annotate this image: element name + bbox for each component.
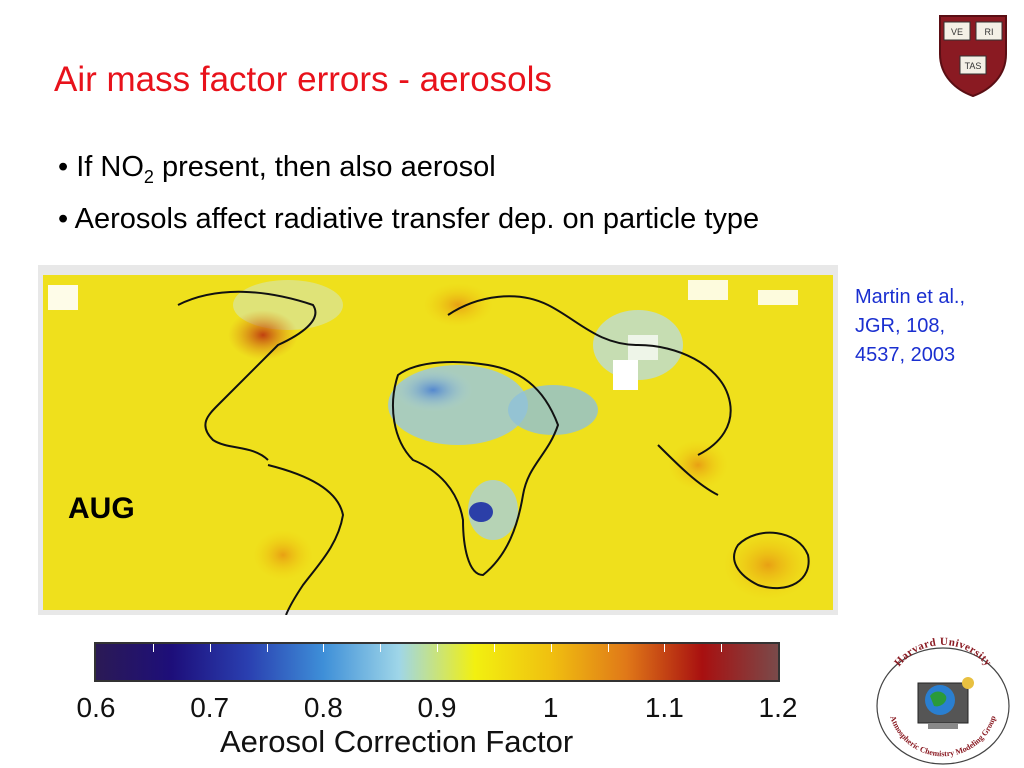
colorbar-tick-label: 0.9	[417, 692, 457, 723]
colorbar-tick-label: 1	[542, 692, 559, 723]
colorbar-tick-mark	[550, 644, 552, 652]
bullet-text: Aerosols affect radiative transfer dep. …	[74, 202, 760, 235]
bullet-item-no2: • If NO2 present, then also aerosol	[58, 146, 759, 198]
colorbar-title: Aerosol Correction Factor	[220, 724, 574, 759]
colorbar-tick-mark	[152, 644, 154, 652]
colorbar-tick-labels: 0.6 0.7 0.8 0.9 1 1.1 1.2	[0, 692, 1024, 732]
colorbar-tick-mark	[380, 644, 382, 652]
harvard-crest-icon: VE RI TAS	[939, 15, 1007, 98]
colorbar-tick-label: 1.2	[758, 692, 798, 723]
central-africa-low-region	[469, 502, 493, 522]
bullet-text-suffix: present, then also aerosol	[161, 151, 496, 183]
colorbar-tick-mark	[266, 644, 268, 652]
colorbar-tick-mark	[493, 644, 495, 652]
colorbar-tick-mark	[437, 644, 438, 652]
citation-line: JGR, 108,	[855, 315, 946, 337]
colorbar-tick-label: 0.8	[303, 692, 343, 723]
citation-line: 4537, 2003	[855, 344, 956, 366]
bullet-list: • If NO2 present, then also aerosol • Ae…	[58, 146, 759, 240]
bullet-text: If NO	[76, 151, 144, 183]
colorbar-tick-label: 1.1	[644, 692, 684, 723]
north-america-high-region	[228, 310, 298, 360]
bullet-item-aerosols: • Aerosols affect radiative transfer dep…	[58, 198, 759, 240]
colorbar-tick-mark	[607, 644, 609, 652]
citation-line: Martin et al.,	[855, 286, 966, 308]
slide-title: Air mass factor errors - aerosols	[54, 60, 552, 99]
subscript-2: 2	[143, 166, 154, 187]
aerosol-correction-map	[38, 265, 838, 615]
bullet-marker: •	[58, 202, 69, 235]
crest-letters-ri: RI	[985, 27, 994, 37]
colorbar-tick-mark	[209, 644, 211, 652]
colorbar-tick-mark	[664, 644, 666, 652]
crest-letters-ve: VE	[951, 27, 963, 37]
colorbar-tick-mark	[721, 644, 723, 652]
colorbar-tick-label: 0.6	[76, 692, 116, 723]
citation: Martin et al., JGR, 108, 4537, 2003	[855, 283, 965, 370]
colorbar-tick-mark	[323, 644, 325, 652]
colorbar-tick-label: 0.7	[190, 692, 230, 723]
acmg-logo-icon: Harvard University Atmospheric Chemistry…	[876, 636, 1010, 765]
crest-letters-tas: TAS	[965, 61, 982, 71]
colorbar	[94, 642, 780, 682]
map-month-label: AUG	[68, 492, 135, 525]
bullet-marker: •	[58, 151, 69, 183]
